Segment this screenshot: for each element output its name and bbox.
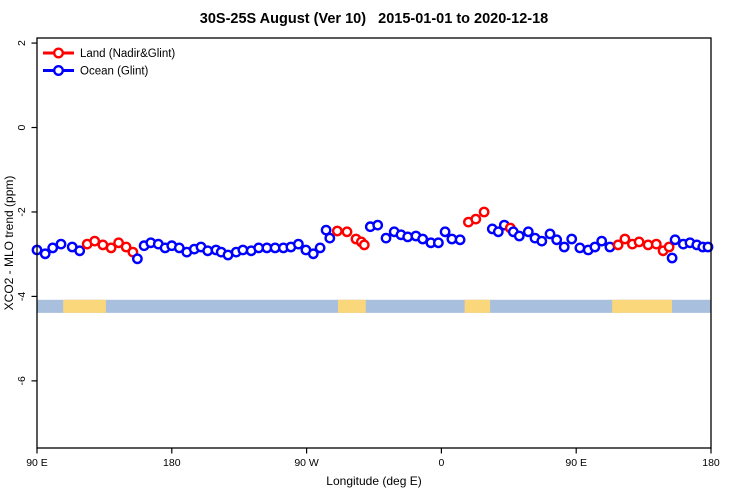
legend: Land (Nadir&Glint) Ocean (Glint) <box>43 47 175 78</box>
data-point <box>551 234 563 246</box>
y-tick-label: -6 <box>16 376 28 385</box>
data-point <box>470 213 482 225</box>
data-point <box>341 226 353 238</box>
legend-ocean-marker-icon <box>53 64 65 76</box>
legend-land-marker-icon <box>53 47 65 59</box>
data-point <box>417 233 429 245</box>
data-point <box>120 241 132 253</box>
data-point <box>292 238 304 250</box>
x-tick-label: 180 <box>163 457 181 469</box>
data-point <box>596 235 608 247</box>
data-point <box>105 242 117 254</box>
data-point <box>536 235 548 247</box>
x-tick-label: 180 <box>702 457 720 469</box>
chart-title: 30S-25S August (Ver 10) 2015-01-01 to 20… <box>200 11 548 27</box>
data-point <box>237 244 249 256</box>
data-point <box>566 233 578 245</box>
y-tick-label: 0 <box>16 124 28 130</box>
x-tick-label: 0 <box>438 457 444 469</box>
data-point <box>650 238 662 250</box>
data-point <box>478 206 490 218</box>
surface-band-land <box>464 299 491 313</box>
data-points <box>31 206 714 265</box>
data-point <box>55 238 67 250</box>
surface-band-land <box>63 299 106 313</box>
data-point <box>702 241 714 253</box>
data-point <box>432 237 444 249</box>
data-point <box>74 245 86 257</box>
data-point <box>131 253 143 265</box>
data-point <box>513 230 525 242</box>
legend-land-label: Land (Nadir&Glint) <box>80 48 175 60</box>
data-point <box>544 228 556 240</box>
surface-band-land <box>612 299 673 313</box>
x-axis-title: Longitude (deg E) <box>326 474 421 488</box>
axis-ticks: 90 E 180 90 W 0 90 E 180 2 0 -2 -4 -6 <box>16 40 720 469</box>
data-point <box>372 219 384 231</box>
surface-band <box>37 299 711 313</box>
y-axis-title: XCO2 - MLO trend (ppm) <box>2 176 16 311</box>
x-tick-label: 90 W <box>294 457 319 469</box>
data-point <box>666 252 678 264</box>
data-point <box>307 248 319 260</box>
data-point <box>39 248 51 260</box>
data-point <box>522 226 534 238</box>
data-point <box>358 239 370 251</box>
data-point <box>439 226 451 238</box>
y-tick-label: -2 <box>16 207 28 216</box>
data-point <box>663 241 675 253</box>
surface-band-ocean <box>37 299 711 313</box>
data-point <box>314 242 326 254</box>
data-point <box>202 245 214 257</box>
data-point <box>574 242 586 254</box>
legend-ocean-label: Ocean (Glint) <box>80 66 149 78</box>
data-point <box>331 225 343 237</box>
y-tick-label: 2 <box>16 40 28 46</box>
y-tick-label: -4 <box>16 292 28 301</box>
x-tick-label: 90 E <box>565 457 587 469</box>
data-point <box>47 242 59 254</box>
data-point <box>558 241 570 253</box>
data-point <box>612 239 624 251</box>
data-point <box>89 235 101 247</box>
data-point <box>454 234 466 246</box>
data-point <box>324 232 336 244</box>
data-point <box>380 232 392 244</box>
plot-frame <box>36 37 712 449</box>
data-point <box>619 233 631 245</box>
data-point <box>589 241 601 253</box>
surface-band-land <box>338 299 366 313</box>
x-tick-label: 90 E <box>26 457 48 469</box>
data-point <box>669 234 681 246</box>
data-point <box>633 236 645 248</box>
data-point <box>492 226 504 238</box>
